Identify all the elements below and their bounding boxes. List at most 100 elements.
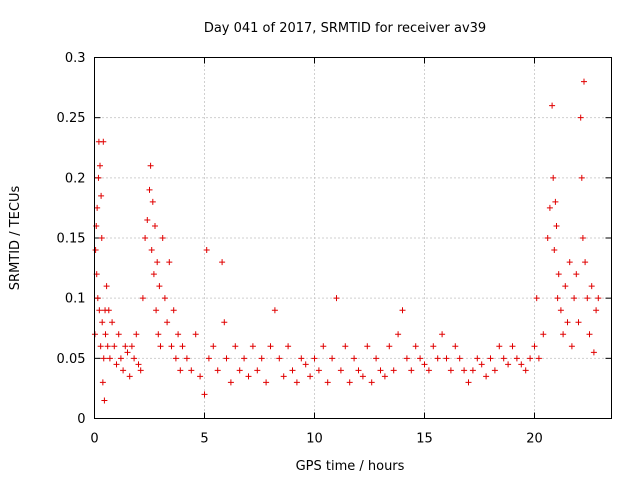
data-point	[131, 355, 138, 362]
data-point	[359, 373, 366, 380]
data-point	[227, 379, 234, 386]
data-point	[254, 367, 261, 374]
data-point	[571, 295, 578, 302]
data-point	[439, 331, 446, 338]
data-point	[329, 355, 336, 362]
data-point	[500, 355, 507, 362]
data-point	[324, 379, 331, 386]
data-point	[289, 367, 296, 374]
data-point	[128, 343, 135, 350]
data-point	[144, 216, 151, 223]
data-point	[588, 283, 595, 290]
data-point	[126, 373, 133, 380]
data-point	[197, 373, 204, 380]
y-tick-label: 0.25	[57, 111, 86, 126]
data-point	[579, 235, 586, 241]
x-axis-label: GPS time / hours	[296, 459, 405, 474]
data-point	[147, 162, 154, 169]
data-point	[582, 259, 589, 266]
data-point	[293, 379, 300, 386]
data-point	[97, 162, 103, 169]
data-point	[113, 361, 120, 368]
data-point	[104, 343, 111, 350]
data-point	[102, 331, 109, 338]
x-tick-label: 10	[306, 432, 323, 447]
data-point	[381, 373, 388, 380]
data-point	[137, 367, 144, 374]
data-point	[188, 367, 195, 374]
data-point	[395, 331, 402, 338]
data-point	[562, 283, 569, 290]
data-point	[175, 331, 182, 338]
x-tick-label: 15	[416, 432, 433, 447]
data-point	[285, 343, 292, 350]
data-point	[527, 355, 534, 362]
data-point	[578, 174, 585, 181]
y-tick-label: 0.1	[65, 292, 86, 307]
data-point	[106, 355, 113, 362]
data-point	[554, 295, 561, 302]
data-point	[590, 349, 597, 356]
data-point	[337, 367, 344, 374]
data-point	[491, 367, 498, 374]
data-point	[575, 319, 582, 326]
data-point	[421, 361, 428, 368]
data-point	[552, 198, 559, 205]
data-point	[103, 283, 110, 290]
data-point	[99, 319, 106, 326]
data-point	[245, 373, 252, 380]
y-tick-label: 0.3	[65, 51, 86, 66]
y-tick-label: 0	[77, 412, 85, 427]
data-point	[564, 319, 571, 326]
data-point	[117, 355, 124, 362]
data-point	[417, 355, 424, 362]
data-point	[223, 355, 230, 362]
data-point	[483, 373, 490, 380]
data-point	[133, 331, 140, 338]
data-point	[557, 307, 564, 314]
data-point	[236, 367, 243, 374]
data-point	[98, 192, 105, 199]
data-point	[513, 355, 520, 362]
data-point	[560, 331, 567, 338]
data-point	[386, 343, 393, 350]
data-point	[168, 343, 175, 350]
data-point	[566, 259, 573, 266]
data-point	[522, 367, 529, 374]
data-point	[584, 295, 591, 302]
data-point	[271, 307, 278, 314]
data-point	[593, 307, 600, 314]
data-point	[346, 379, 353, 386]
data-point	[267, 343, 274, 350]
data-point	[161, 295, 168, 302]
data-points	[91, 78, 602, 404]
data-point	[214, 367, 221, 374]
data-point	[139, 295, 146, 302]
data-point	[98, 235, 105, 241]
data-point	[315, 367, 322, 374]
data-point	[99, 379, 106, 386]
data-point	[201, 391, 208, 398]
y-tick-label: 0.15	[57, 232, 86, 247]
data-point	[124, 349, 131, 356]
x-tick-label: 5	[200, 432, 208, 447]
data-point	[179, 343, 186, 350]
data-point	[153, 307, 160, 314]
data-point	[263, 379, 270, 386]
data-point	[166, 259, 173, 266]
x-tick-label: 20	[526, 432, 543, 447]
data-point	[320, 343, 327, 350]
data-point	[205, 355, 212, 362]
data-point	[577, 114, 584, 121]
data-point	[249, 343, 256, 350]
data-point	[219, 259, 226, 266]
data-point	[111, 343, 118, 350]
data-point	[298, 355, 305, 362]
data-point	[595, 295, 602, 302]
data-point	[555, 271, 562, 278]
data-point	[518, 361, 525, 368]
data-point	[210, 343, 217, 350]
data-point	[94, 204, 101, 211]
y-axis-label: SRMTID / TECUs	[8, 186, 23, 291]
